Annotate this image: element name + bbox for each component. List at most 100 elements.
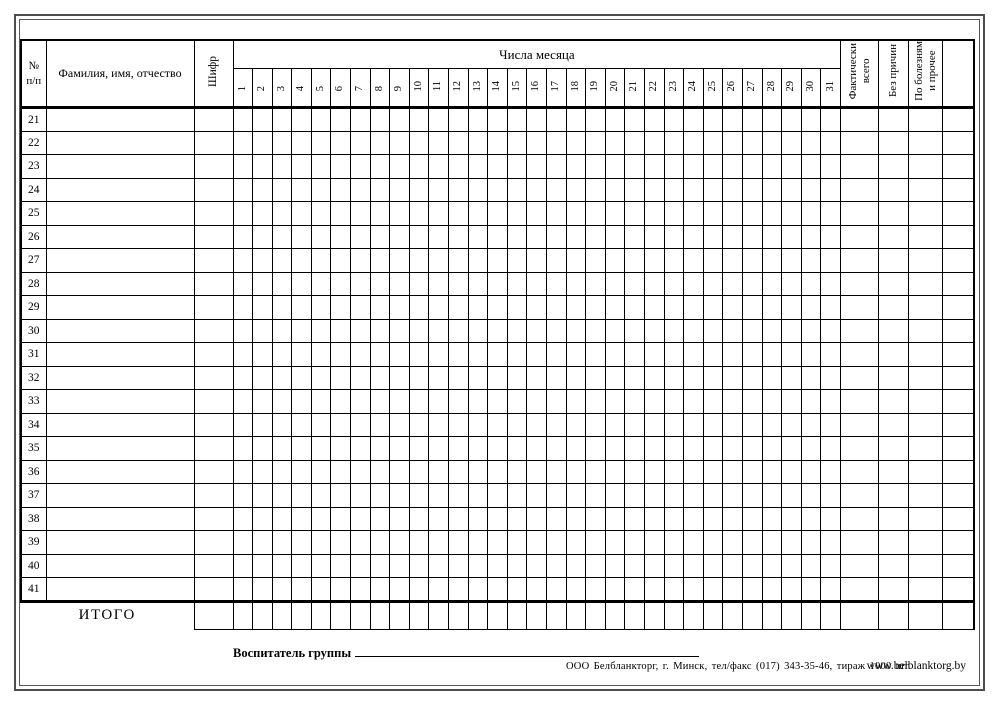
summary-cell — [840, 483, 880, 508]
day-cell — [683, 154, 704, 179]
day-cell — [820, 107, 842, 132]
day-cell — [781, 130, 802, 155]
day-cell — [820, 177, 842, 202]
summary-cell — [878, 107, 910, 132]
day-cell — [330, 389, 352, 414]
day-cell — [546, 295, 567, 320]
day-cell — [820, 389, 842, 414]
day-cell — [428, 506, 450, 531]
day-cell — [683, 107, 704, 132]
day-cell — [526, 107, 547, 132]
day-cell — [565, 436, 587, 461]
day-cell — [448, 459, 469, 484]
day-cell — [291, 154, 312, 179]
day-cell — [643, 553, 665, 578]
day-cell — [781, 201, 802, 226]
day-cell — [487, 342, 508, 367]
day-cell — [271, 412, 293, 437]
day-cell — [310, 506, 332, 531]
signature-line: Воспитатель группы — [233, 643, 700, 661]
day-cell — [408, 295, 430, 320]
day-cell — [330, 177, 352, 202]
day-cell — [310, 577, 332, 603]
totals-cell — [467, 600, 489, 630]
day-cell — [643, 318, 665, 343]
day-cell — [310, 459, 332, 484]
day-cell — [761, 342, 783, 367]
row-number-cell: 38 — [20, 506, 47, 531]
code-cell — [193, 224, 234, 249]
summary-cell — [840, 130, 880, 155]
day-cell — [683, 177, 704, 202]
summary-cell — [942, 177, 975, 202]
day-col-header: 29 — [781, 68, 802, 109]
day-cell — [408, 577, 430, 603]
day-cell — [663, 506, 685, 531]
day-cell — [350, 107, 371, 132]
totals-cell — [506, 600, 528, 630]
day-cell — [408, 436, 430, 461]
summary-cell — [878, 577, 910, 603]
day-cell — [467, 412, 489, 437]
day-cell — [369, 295, 391, 320]
row-number-cell: 37 — [20, 483, 47, 508]
day-cell — [448, 177, 469, 202]
day-cell — [820, 459, 842, 484]
day-cell — [624, 577, 645, 603]
day-cell — [722, 248, 743, 273]
day-cell — [820, 483, 842, 508]
day-cell — [643, 530, 665, 555]
day-cell — [683, 248, 704, 273]
day-cell — [604, 154, 626, 179]
name-cell — [45, 506, 195, 531]
day-cell — [252, 483, 273, 508]
day-cell — [310, 177, 332, 202]
day-cell — [800, 459, 822, 484]
day-number: 10 — [412, 81, 424, 92]
row-number-cell: 26 — [20, 224, 47, 249]
day-cell — [800, 412, 822, 437]
col-header-no-reason: Без причин — [878, 39, 910, 109]
day-cell — [428, 130, 450, 155]
name-cell — [45, 107, 195, 132]
day-cell — [604, 365, 626, 390]
day-cell — [546, 553, 567, 578]
day-cell — [604, 271, 626, 296]
day-cell — [506, 553, 528, 578]
row-number-cell: 35 — [20, 436, 47, 461]
day-cell — [467, 436, 489, 461]
summary-cell — [942, 553, 975, 578]
day-cell — [428, 365, 450, 390]
day-col-header: 1 — [232, 68, 254, 109]
totals-cell — [878, 600, 910, 630]
code-cell — [193, 436, 234, 461]
day-cell — [820, 248, 842, 273]
summary-cell — [840, 506, 880, 531]
day-col-header: 6 — [330, 68, 352, 109]
day-cell — [526, 318, 547, 343]
summary-cell — [878, 412, 910, 437]
day-cell — [291, 506, 312, 531]
day-col-header: 13 — [467, 68, 489, 109]
day-cell — [408, 553, 430, 578]
day-cell — [761, 130, 783, 155]
day-cell — [546, 248, 567, 273]
day-cell — [781, 248, 802, 273]
day-cell — [683, 530, 704, 555]
day-cell — [546, 130, 567, 155]
day-cell — [624, 459, 645, 484]
student-row: 36 — [20, 459, 975, 484]
day-cell — [310, 365, 332, 390]
day-cell — [741, 483, 763, 508]
day-cell — [781, 154, 802, 179]
day-cell — [369, 318, 391, 343]
day-cell — [663, 201, 685, 226]
day-cell — [330, 248, 352, 273]
day-cell — [722, 506, 743, 531]
day-cell — [291, 483, 312, 508]
summary-cell — [942, 295, 975, 320]
student-row: 25 — [20, 201, 975, 226]
day-cell — [702, 271, 724, 296]
summary-cell — [878, 436, 910, 461]
totals-cell — [683, 600, 704, 630]
